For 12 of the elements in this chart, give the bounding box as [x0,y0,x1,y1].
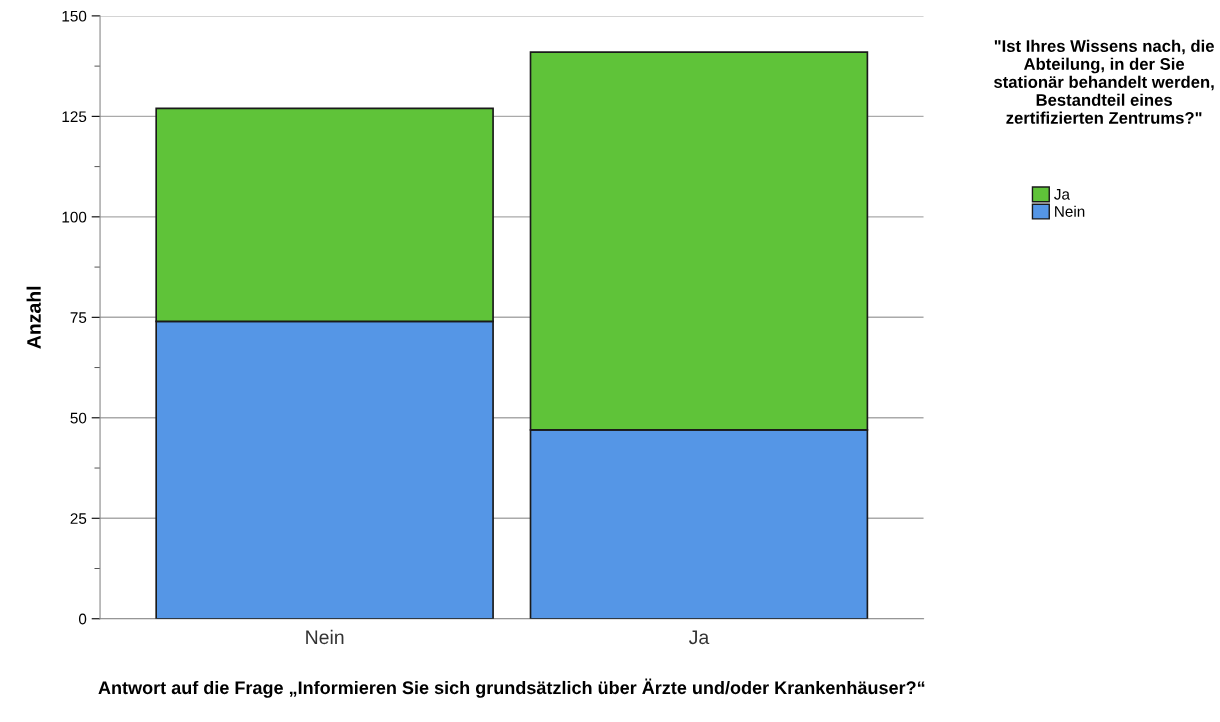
x-axis-title: Antwort auf die Frage „Informieren Sie sich grundsätzlich über Ärzte und/oder Krankenhäuser?“ [98,678,925,698]
y-tick-label: 50 [70,412,87,424]
legend-label: Ja [1054,189,1070,200]
y-tick-label: 25 [70,513,87,524]
legend-title: "Ist Ihres Wissens nach, die Abteilung, in der Sie stationär behandelt werden, Bestandteil eines zertifizierten Zentrums?" [994,39,1214,124]
y-tick-label: 0 [78,613,87,625]
y-tick-label: 150 [62,10,87,22]
y-tick-label: 75 [70,312,87,324]
y-axis-title: Anzahl [26,286,41,349]
y-tick-label: 125 [62,111,87,123]
y-tick-label: 100 [62,211,87,223]
legend-label: Nein [1055,205,1085,217]
